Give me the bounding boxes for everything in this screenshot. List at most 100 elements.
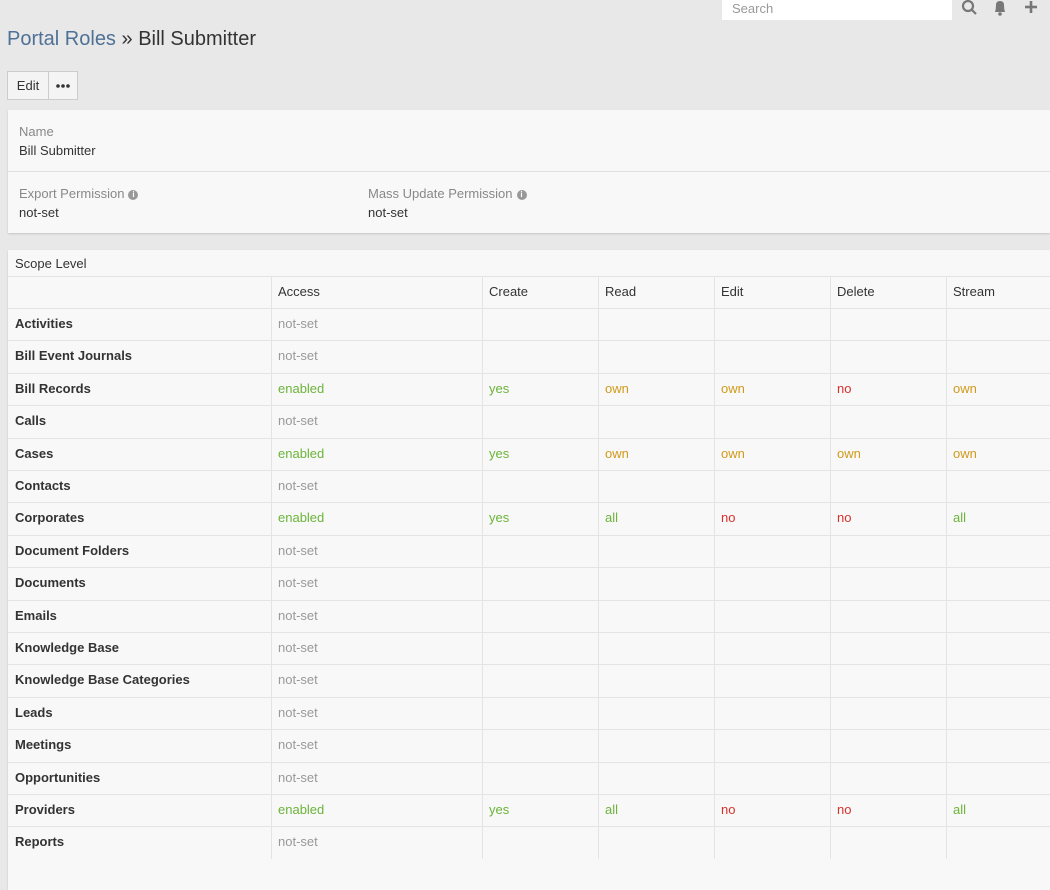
permission-value: own <box>837 445 861 461</box>
permission-value: all <box>953 510 967 526</box>
permission-value: not-set <box>278 672 318 688</box>
permission-value: not-set <box>278 640 318 655</box>
permission-value: not-set <box>278 737 318 753</box>
row-divider <box>8 405 1050 407</box>
search-input[interactable]: Search <box>722 0 952 20</box>
permission-value: own <box>953 380 977 396</box>
permission-value: own <box>721 445 745 461</box>
scope-table: Scope Level Access Create Read Edit Delete St… <box>8 250 1050 890</box>
row-name: Bill Records <box>15 380 91 396</box>
column-header: Edit <box>721 284 744 299</box>
permission-value: not-set <box>278 575 318 591</box>
permission-value: own <box>605 380 629 396</box>
row-name: Bill Event Journals <box>15 348 133 364</box>
row-name: Knowledge Base Categories <box>15 672 190 688</box>
permission-value: not-set <box>278 834 318 850</box>
field-value: Bill Submitter <box>19 143 96 158</box>
permission-value: own <box>953 445 977 461</box>
plus-icon[interactable] <box>1025 1 1037 13</box>
row-name: Documents <box>15 575 86 591</box>
row-name: Document Folders <box>15 542 130 558</box>
permission-value: not-set <box>278 607 318 623</box>
more-icon <box>56 84 70 88</box>
permission-value: not-set <box>278 316 318 331</box>
row-divider <box>8 826 1050 828</box>
row-divider <box>8 599 1050 601</box>
row-name: Activities <box>15 316 73 331</box>
label-text: Export Permission <box>19 186 125 201</box>
permission-value: enabled <box>278 380 325 396</box>
page: Search Portal Roles » Bill Submitter Edi… <box>7 0 1050 890</box>
permission-value: no <box>837 380 852 396</box>
row-divider <box>8 372 1050 374</box>
breadcrumb-current: Bill Submitter <box>138 28 256 50</box>
permission-value: yes <box>489 802 510 817</box>
breadcrumb-link[interactable]: Portal Roles <box>7 28 116 50</box>
breadcrumb-separator: » <box>121 28 133 50</box>
row-divider <box>8 696 1050 698</box>
permission-value: all <box>605 510 619 526</box>
row-name: Knowledge Base <box>15 640 120 655</box>
permission-value: yes <box>489 445 510 461</box>
permission-value: yes <box>489 510 510 526</box>
breadcrumb: Portal Roles » Bill Submitter <box>7 28 256 51</box>
search-icon[interactable] <box>961 0 977 15</box>
row-divider <box>8 567 1050 569</box>
permission-value: not-set <box>278 704 318 720</box>
permission-value: no <box>721 802 736 817</box>
edit-button[interactable]: Edit <box>7 71 49 100</box>
row-divider <box>8 534 1050 536</box>
row-name: Corporates <box>15 510 85 526</box>
bell-icon[interactable] <box>995 1 1005 16</box>
row-name: Contacts <box>15 478 71 493</box>
row-divider <box>8 502 1050 504</box>
row-divider <box>8 276 1050 277</box>
permission-value: not-set <box>278 348 318 364</box>
divider <box>8 171 1050 172</box>
column-header: Read <box>605 284 637 299</box>
row-divider <box>8 761 1050 763</box>
column-header: Access <box>278 284 320 299</box>
permission-value: all <box>953 802 967 817</box>
column-header: Stream <box>953 284 995 299</box>
row-name: Calls <box>15 413 47 429</box>
toolbar-icons <box>961 0 1037 16</box>
permission-value: own <box>721 380 745 396</box>
permission-value: no <box>837 802 852 817</box>
permission-value: no <box>721 510 736 526</box>
row-divider <box>8 729 1050 731</box>
row-name: Providers <box>15 802 75 817</box>
row-divider <box>8 340 1050 342</box>
column-header: Create <box>489 284 529 299</box>
row-name: Cases <box>15 445 54 461</box>
permission-value: all <box>605 802 619 817</box>
field-label: Mass Update Permission i <box>368 186 527 201</box>
row-name: Leads <box>15 704 53 720</box>
permission-value: not-set <box>278 542 318 558</box>
more-button[interactable] <box>48 71 78 100</box>
info-icon[interactable]: i <box>128 190 139 200</box>
permission-value: not-set <box>278 769 318 785</box>
column-header: Delete <box>837 284 875 299</box>
permission-value: not-set <box>278 413 318 429</box>
row-name: Meetings <box>15 737 72 753</box>
details-panel: Name Bill Submitter Export Permission i n… <box>8 110 1050 233</box>
row-divider <box>8 437 1050 439</box>
permission-value: enabled <box>278 802 325 817</box>
table-title: Scope Level <box>15 256 87 271</box>
row-name: Reports <box>15 834 65 850</box>
permission-value: enabled <box>278 510 325 526</box>
row-divider <box>8 664 1050 666</box>
field-value: not-set <box>19 205 59 220</box>
row-name: Opportunities <box>15 769 101 785</box>
row-divider <box>8 794 1050 795</box>
permission-value: enabled <box>278 445 325 461</box>
permission-value: yes <box>489 380 510 396</box>
row-name: Emails <box>15 607 57 623</box>
field-value: not-set <box>368 205 408 220</box>
info-icon[interactable]: i <box>516 190 527 200</box>
row-divider <box>8 632 1050 633</box>
permission-value: own <box>605 445 629 461</box>
row-divider <box>8 308 1050 309</box>
permission-value: not-set <box>278 478 318 493</box>
